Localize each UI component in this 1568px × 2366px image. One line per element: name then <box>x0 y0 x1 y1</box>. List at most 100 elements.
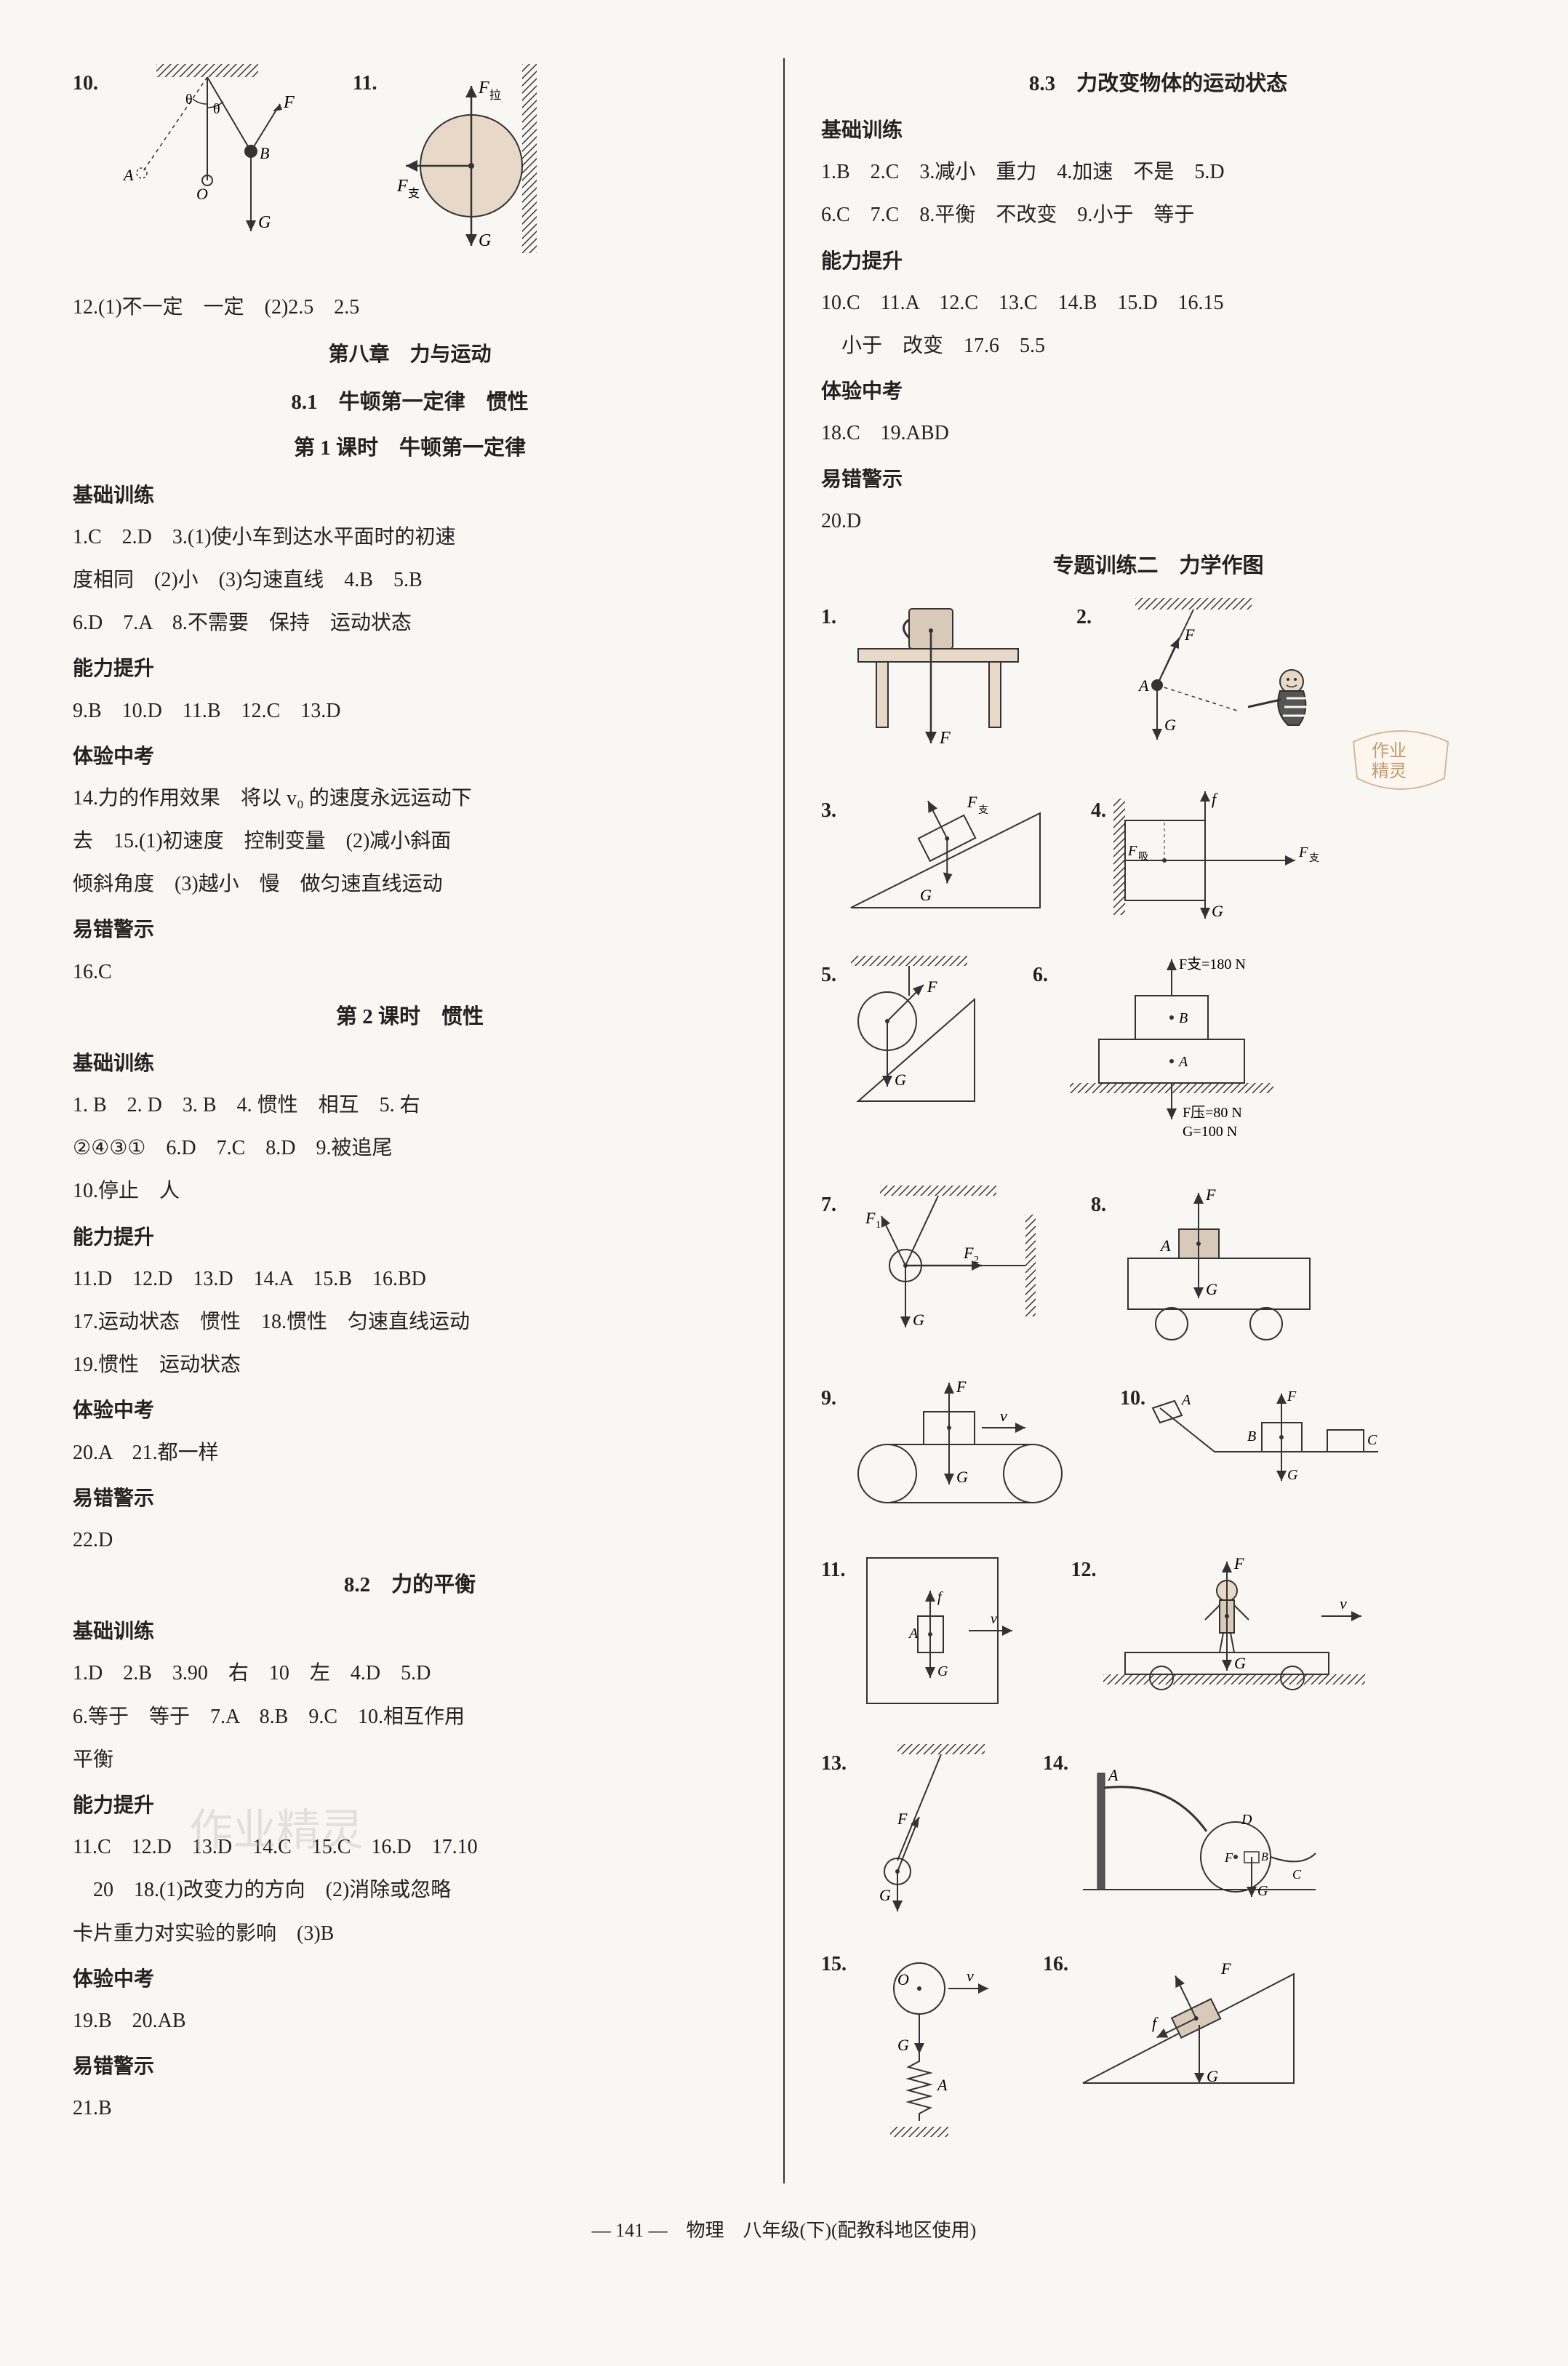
page-content: 10. O A B <box>73 58 1495 2183</box>
d6-label: 6. <box>1033 956 1048 994</box>
svg-text:G: G <box>1206 1280 1217 1298</box>
svg-text:支: 支 <box>978 804 988 816</box>
d-row-13-14: 13. F G 14. <box>821 1738 1495 1925</box>
svg-text:F: F <box>1233 1554 1244 1572</box>
svg-text:F: F <box>927 978 937 996</box>
d11-diagram: A f G v <box>845 1551 1034 1718</box>
d-row-9-10: 9. F G v <box>821 1373 1495 1530</box>
svg-text:C: C <box>1367 1432 1377 1448</box>
d7-diagram: F1 F2 G <box>836 1186 1055 1338</box>
svg-text:G: G <box>897 2036 909 2054</box>
svg-text:θ: θ <box>213 101 220 117</box>
d10-label: 10. <box>1120 1379 1145 1418</box>
d-row-3-4: 3. F支 G 4. <box>821 786 1495 935</box>
s82-nengli-l1: 11.C 12.D 13.D 14.C 15.C 16.D 17.10 <box>73 1828 747 1866</box>
svg-text:支: 支 <box>408 187 420 200</box>
s82-tiyan: 19.B 20.AB <box>73 2002 747 2040</box>
d2-box: 2. A F G <box>1076 598 1339 765</box>
svg-text:F: F <box>963 1244 974 1262</box>
d6-box: 6. A B F支=180 N F <box>1033 956 1295 1159</box>
q11-diagram: F拉 F支 G <box>377 64 566 268</box>
p1-title: 第 1 课时 牛顿第一定律 <box>73 428 747 468</box>
d10-diagram: A B C F G <box>1145 1379 1393 1495</box>
d13-box: 13. F G <box>821 1744 1007 1919</box>
p1-tiyan-h: 体验中考 <box>73 738 747 776</box>
d12-label: 12. <box>1071 1551 1096 1589</box>
p2-nengli-l1: 11.D 12.D 13.D 14.A 15.B 16.BD <box>73 1260 747 1298</box>
p2-nengli-l3: 19.惯性 运动状态 <box>73 1346 747 1384</box>
p1-jichu-l1: 1.C 2.D 3.(1)使小车到达水平面时的初速 <box>73 518 747 556</box>
p2-jichu-l1: 1. B 2. D 3. B 4. 惯性 相互 5. 右 <box>73 1086 747 1124</box>
d5-box: 5. F G <box>821 956 996 1116</box>
d12-diagram: F G v <box>1096 1551 1372 1718</box>
svg-text:G: G <box>920 886 932 904</box>
p2-jichu-l3: 10.停止 人 <box>73 1172 747 1210</box>
svg-text:吸: 吸 <box>1138 852 1148 863</box>
d10-box: 10. A B C F G <box>1120 1379 1393 1495</box>
d8-diagram: A F G <box>1106 1186 1339 1353</box>
p1-tiyan-l1: 14.力的作用效果 将以 v₀ 的速度永远运动下 <box>73 779 747 818</box>
svg-text:F: F <box>1184 626 1195 644</box>
p1-tiyan-l2: 去 15.(1)初速度 控制变量 (2)减小斜面 <box>73 822 747 860</box>
s82-jichu-l2: 6.等于 等于 7.A 8.B 9.C 10.相互作用 <box>73 1698 747 1736</box>
svg-text:A: A <box>1137 676 1149 695</box>
d5-label: 5. <box>821 956 836 994</box>
svg-text:G: G <box>479 231 491 250</box>
d-row-11-12: 11. A f G v 12. <box>821 1545 1495 1724</box>
s83-nengli-h: 能力提升 <box>821 242 1495 281</box>
d15-label: 15. <box>821 1945 847 1983</box>
d9-diagram: F G v <box>836 1379 1084 1524</box>
svg-text:F: F <box>939 729 951 748</box>
d9-label: 9. <box>821 1379 836 1418</box>
svg-text:1: 1 <box>876 1220 881 1231</box>
s83-title: 8.3 力改变物体的运动状态 <box>821 64 1495 104</box>
svg-text:v: v <box>991 1611 997 1627</box>
s82-nengli-l3: 卡片重力对实验的影响 (3)B <box>73 1914 747 1953</box>
svg-text:F: F <box>1205 1186 1216 1204</box>
p1-jichu-h: 基础训练 <box>73 476 747 515</box>
d14-box: 14. A D F B C G <box>1043 1744 1330 1919</box>
svg-text:F: F <box>1127 843 1137 859</box>
d12-box: 12. <box>1071 1551 1372 1718</box>
svg-text:F: F <box>1224 1850 1233 1865</box>
ch8-title: 第八章 力与运动 <box>73 335 747 374</box>
d5-diagram: F G <box>836 956 996 1116</box>
d13-diagram: F G <box>847 1744 1007 1919</box>
d2-label: 2. <box>1076 598 1092 636</box>
svg-text:f: f <box>1212 791 1218 808</box>
svg-text:C: C <box>1292 1867 1302 1882</box>
s82-nengli-h: 能力提升 <box>73 1786 747 1825</box>
svg-text:O: O <box>897 1970 909 1989</box>
svg-text:G: G <box>1234 1654 1246 1672</box>
p2-jichu-l2: ②④③① 6.D 7.C 8.D 9.被追尾 <box>73 1129 747 1167</box>
s83-jichu-h: 基础训练 <box>821 111 1495 150</box>
s81-title: 8.1 牛顿第一定律 惯性 <box>73 383 747 423</box>
top-diagrams-row: 10. O A B <box>73 58 747 273</box>
svg-text:G: G <box>879 1886 891 1904</box>
svg-text:F: F <box>396 177 408 196</box>
svg-text:B: B <box>1261 1851 1268 1863</box>
d11-label: 11. <box>821 1551 845 1589</box>
s83-yicuo: 20.D <box>821 502 1495 540</box>
svg-text:F: F <box>1298 844 1308 860</box>
svg-text:B: B <box>260 144 269 162</box>
svg-text:F: F <box>897 1810 908 1828</box>
d13-label: 13. <box>821 1744 847 1783</box>
d1-label: 1. <box>821 598 836 636</box>
s83-tiyan-h: 体验中考 <box>821 372 1495 411</box>
d6-A-label: A <box>1177 1054 1188 1070</box>
zt2-title: 专题训练二 力学作图 <box>821 546 1495 586</box>
s82-nengli-l2: 20 18.(1)改变力的方向 (2)消除或忽略 <box>73 1871 747 1909</box>
s83-jichu-l1: 1.B 2.C 3.减小 重力 4.加速 不是 5.D <box>821 153 1495 191</box>
p1-tiyan-l3: 倾斜角度 (3)越小 慢 做匀速直线运动 <box>73 865 747 903</box>
s82-tiyan-h: 体验中考 <box>73 1960 747 1999</box>
svg-text:拉: 拉 <box>489 89 501 102</box>
s82-title: 8.2 力的平衡 <box>73 1565 747 1605</box>
p2-tiyan-h: 体验中考 <box>73 1391 747 1430</box>
svg-text:B: B <box>1247 1428 1256 1444</box>
p1-nengli-h: 能力提升 <box>73 650 747 688</box>
p2-title: 第 2 课时 惯性 <box>73 997 747 1037</box>
d7-label: 7. <box>821 1186 836 1224</box>
d-row-15-16: 15. O v G A <box>821 1939 1495 2169</box>
svg-text:f: f <box>1152 2014 1159 2032</box>
